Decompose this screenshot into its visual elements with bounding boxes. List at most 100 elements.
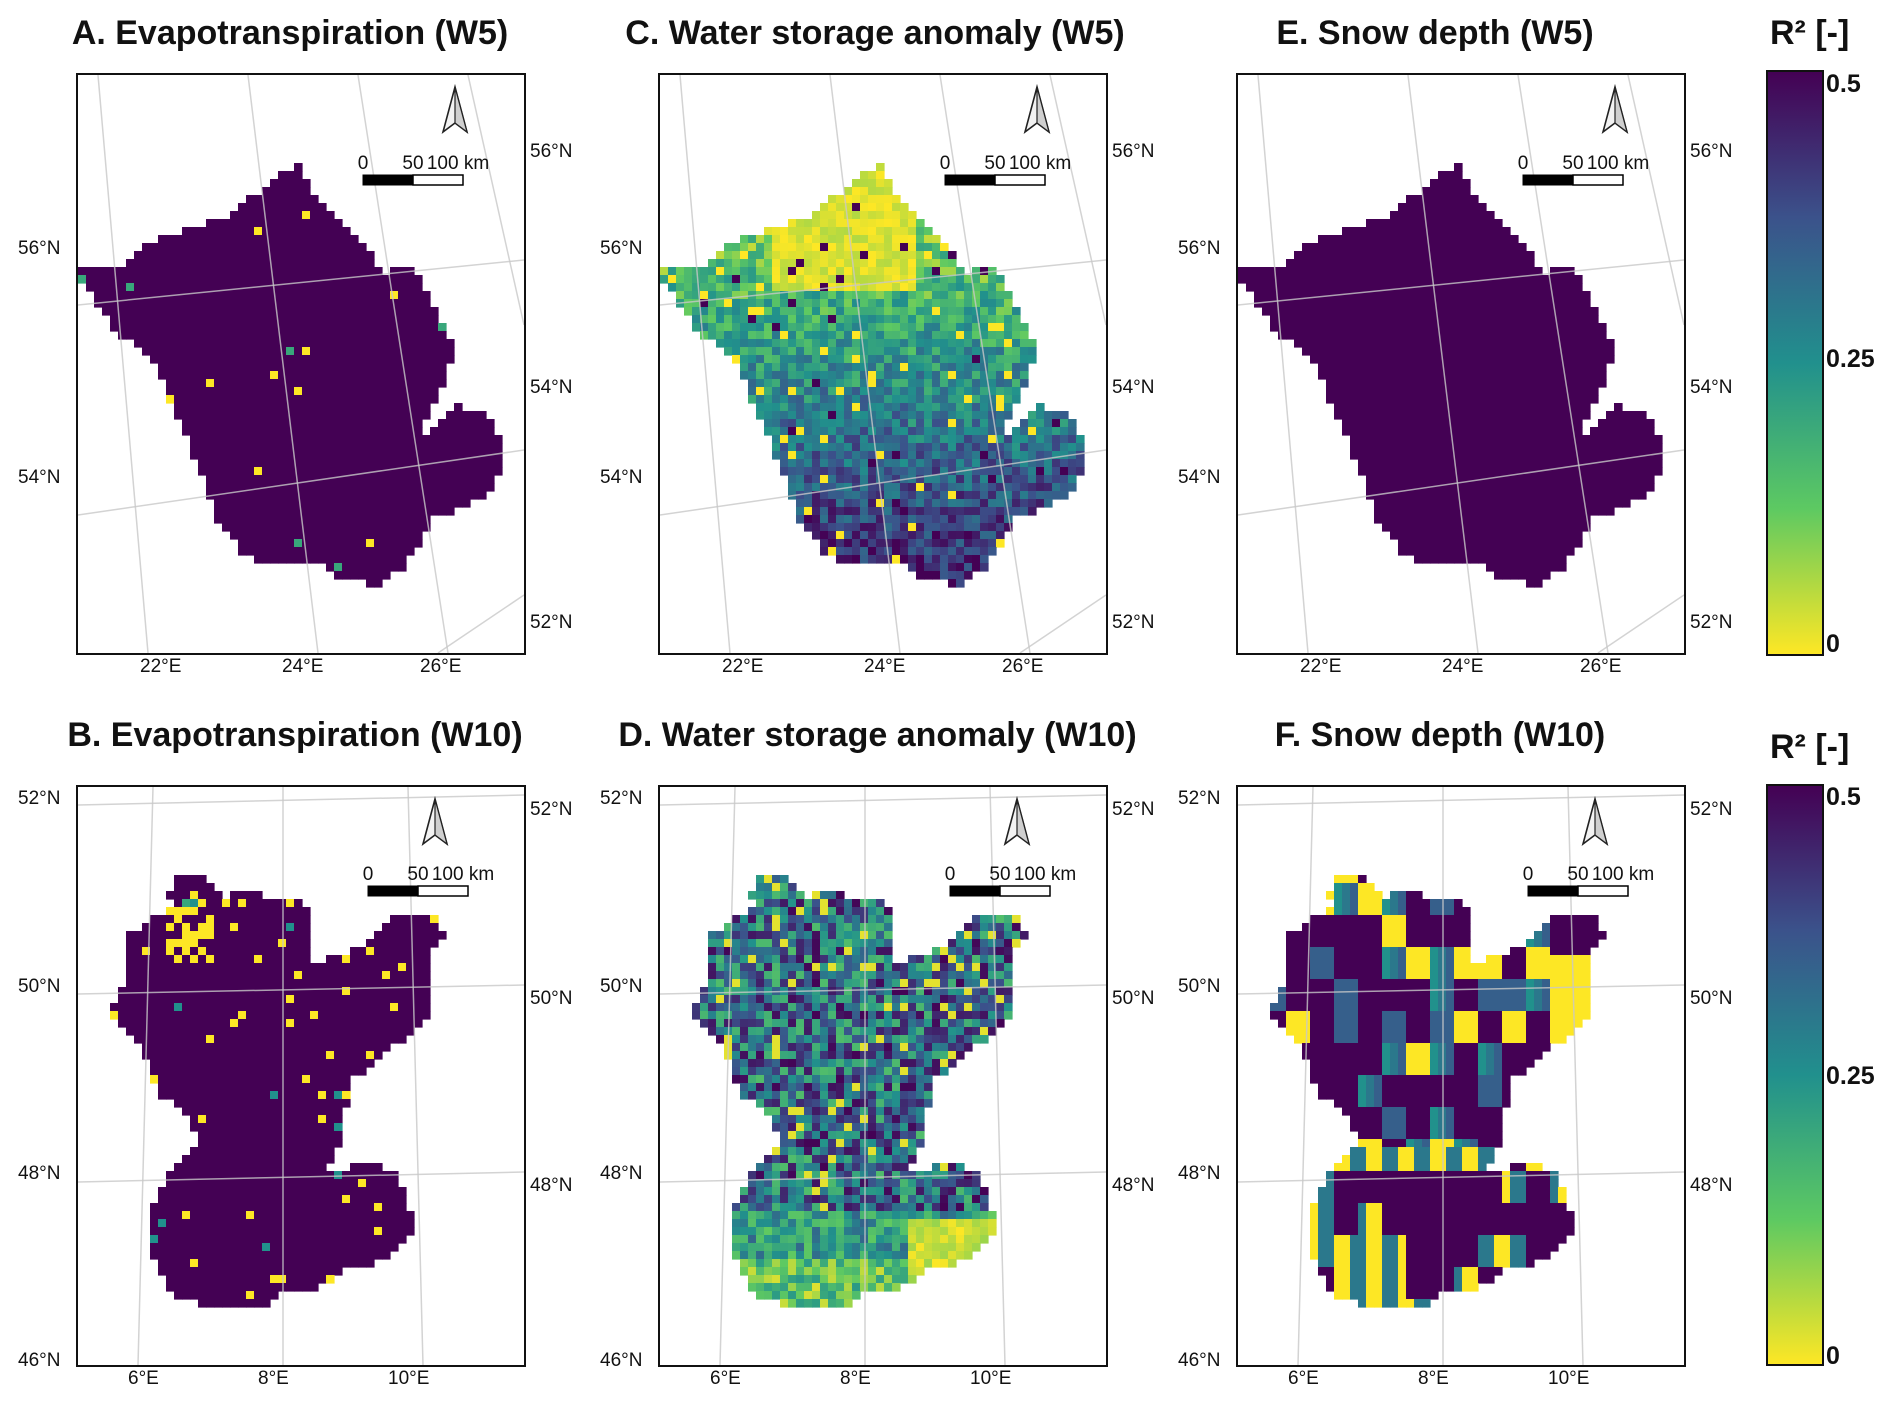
raster-cell — [956, 531, 965, 540]
raster-cell — [406, 299, 415, 308]
raster-cell — [1374, 507, 1383, 516]
raster-cell — [1510, 483, 1519, 492]
raster-cell — [302, 931, 311, 940]
raster-cell — [406, 363, 415, 372]
raster-cell — [1334, 259, 1343, 268]
raster-cell — [142, 971, 151, 980]
raster-cell — [278, 467, 287, 476]
raster-cell — [1510, 299, 1519, 308]
raster-cell — [1012, 315, 1021, 324]
raster-cell — [1486, 459, 1495, 468]
raster-cell — [358, 467, 367, 476]
raster-cell — [708, 307, 717, 316]
raster-cell — [334, 443, 343, 452]
raster-cell — [366, 523, 375, 532]
raster-cell — [182, 347, 191, 356]
raster-cell — [406, 507, 415, 516]
raster-cell — [214, 363, 223, 372]
raster-cell — [844, 251, 853, 260]
raster-cell — [310, 491, 319, 500]
raster-cell — [310, 419, 319, 428]
raster-cell — [972, 483, 981, 492]
raster-cell — [414, 515, 423, 524]
raster-cell — [748, 251, 757, 260]
raster-cell — [1478, 299, 1487, 308]
raster-cell — [1438, 211, 1447, 220]
raster-cell — [884, 387, 893, 396]
raster-cell — [326, 411, 335, 420]
raster-cell — [988, 475, 997, 484]
raster-cell — [1534, 403, 1543, 412]
raster-cell — [302, 219, 311, 228]
raster-cell — [398, 403, 407, 412]
raster-cell — [788, 483, 797, 492]
raster-cell — [772, 323, 781, 332]
raster-cell — [1510, 307, 1519, 316]
raster-cell — [262, 363, 271, 372]
raster-cell — [1638, 435, 1647, 444]
raster-cell — [844, 203, 853, 212]
raster-cell — [302, 523, 311, 532]
raster-cell — [1406, 403, 1415, 412]
raster-cell — [270, 547, 279, 556]
raster-cell — [1470, 315, 1479, 324]
raster-cell — [1004, 315, 1013, 324]
raster-cell — [772, 275, 781, 284]
raster-cell — [278, 243, 287, 252]
raster-cell — [254, 403, 263, 412]
raster-cell — [1454, 419, 1463, 428]
raster-cell — [844, 435, 853, 444]
raster-cell — [1494, 347, 1503, 356]
raster-cell — [1590, 363, 1599, 372]
raster-cell — [860, 219, 869, 228]
raster-cell — [230, 275, 239, 284]
raster-cell — [238, 371, 247, 380]
raster-cell — [430, 387, 439, 396]
raster-cell — [414, 411, 423, 420]
raster-cell — [1012, 363, 1021, 372]
raster-cell — [860, 499, 869, 508]
raster-cell — [214, 251, 223, 260]
raster-cell — [1470, 403, 1479, 412]
raster-cell — [1502, 243, 1511, 252]
raster-cell — [390, 363, 399, 372]
raster-cell — [804, 331, 813, 340]
raster-cell — [820, 427, 829, 436]
raster-cell — [956, 579, 965, 588]
raster-cell — [900, 387, 909, 396]
raster-cell — [940, 555, 949, 564]
raster-cell — [206, 923, 215, 932]
graticule-line — [660, 449, 1106, 516]
raster-cell — [174, 315, 183, 324]
raster-cell — [262, 475, 271, 484]
raster-cell — [708, 331, 717, 340]
raster-cell — [166, 387, 175, 396]
raster-cell — [1446, 243, 1455, 252]
raster-cell — [246, 331, 255, 340]
raster-cell — [924, 291, 933, 300]
raster-cell — [1350, 403, 1359, 412]
raster-cell — [1374, 227, 1383, 236]
raster-cell — [1390, 315, 1399, 324]
raster-cell — [988, 499, 997, 508]
raster-cell — [1350, 443, 1359, 452]
raster-cell — [390, 443, 399, 452]
raster-cell — [1574, 363, 1583, 372]
raster-cell — [948, 347, 957, 356]
raster-cell — [796, 291, 805, 300]
raster-cell — [1614, 403, 1623, 412]
raster-cell — [246, 259, 255, 268]
raster-cell — [182, 411, 191, 420]
raster-cell — [1414, 299, 1423, 308]
raster-cell — [1020, 483, 1029, 492]
raster-cell — [972, 507, 981, 516]
raster-cell — [1358, 355, 1367, 364]
raster-cell — [868, 339, 877, 348]
raster-cell — [270, 467, 279, 476]
raster-cell — [844, 307, 853, 316]
raster-cell — [1518, 339, 1527, 348]
raster-cell — [772, 267, 781, 276]
raster-cell — [1326, 331, 1335, 340]
raster-cell — [908, 427, 917, 436]
raster-cell — [1310, 339, 1319, 348]
